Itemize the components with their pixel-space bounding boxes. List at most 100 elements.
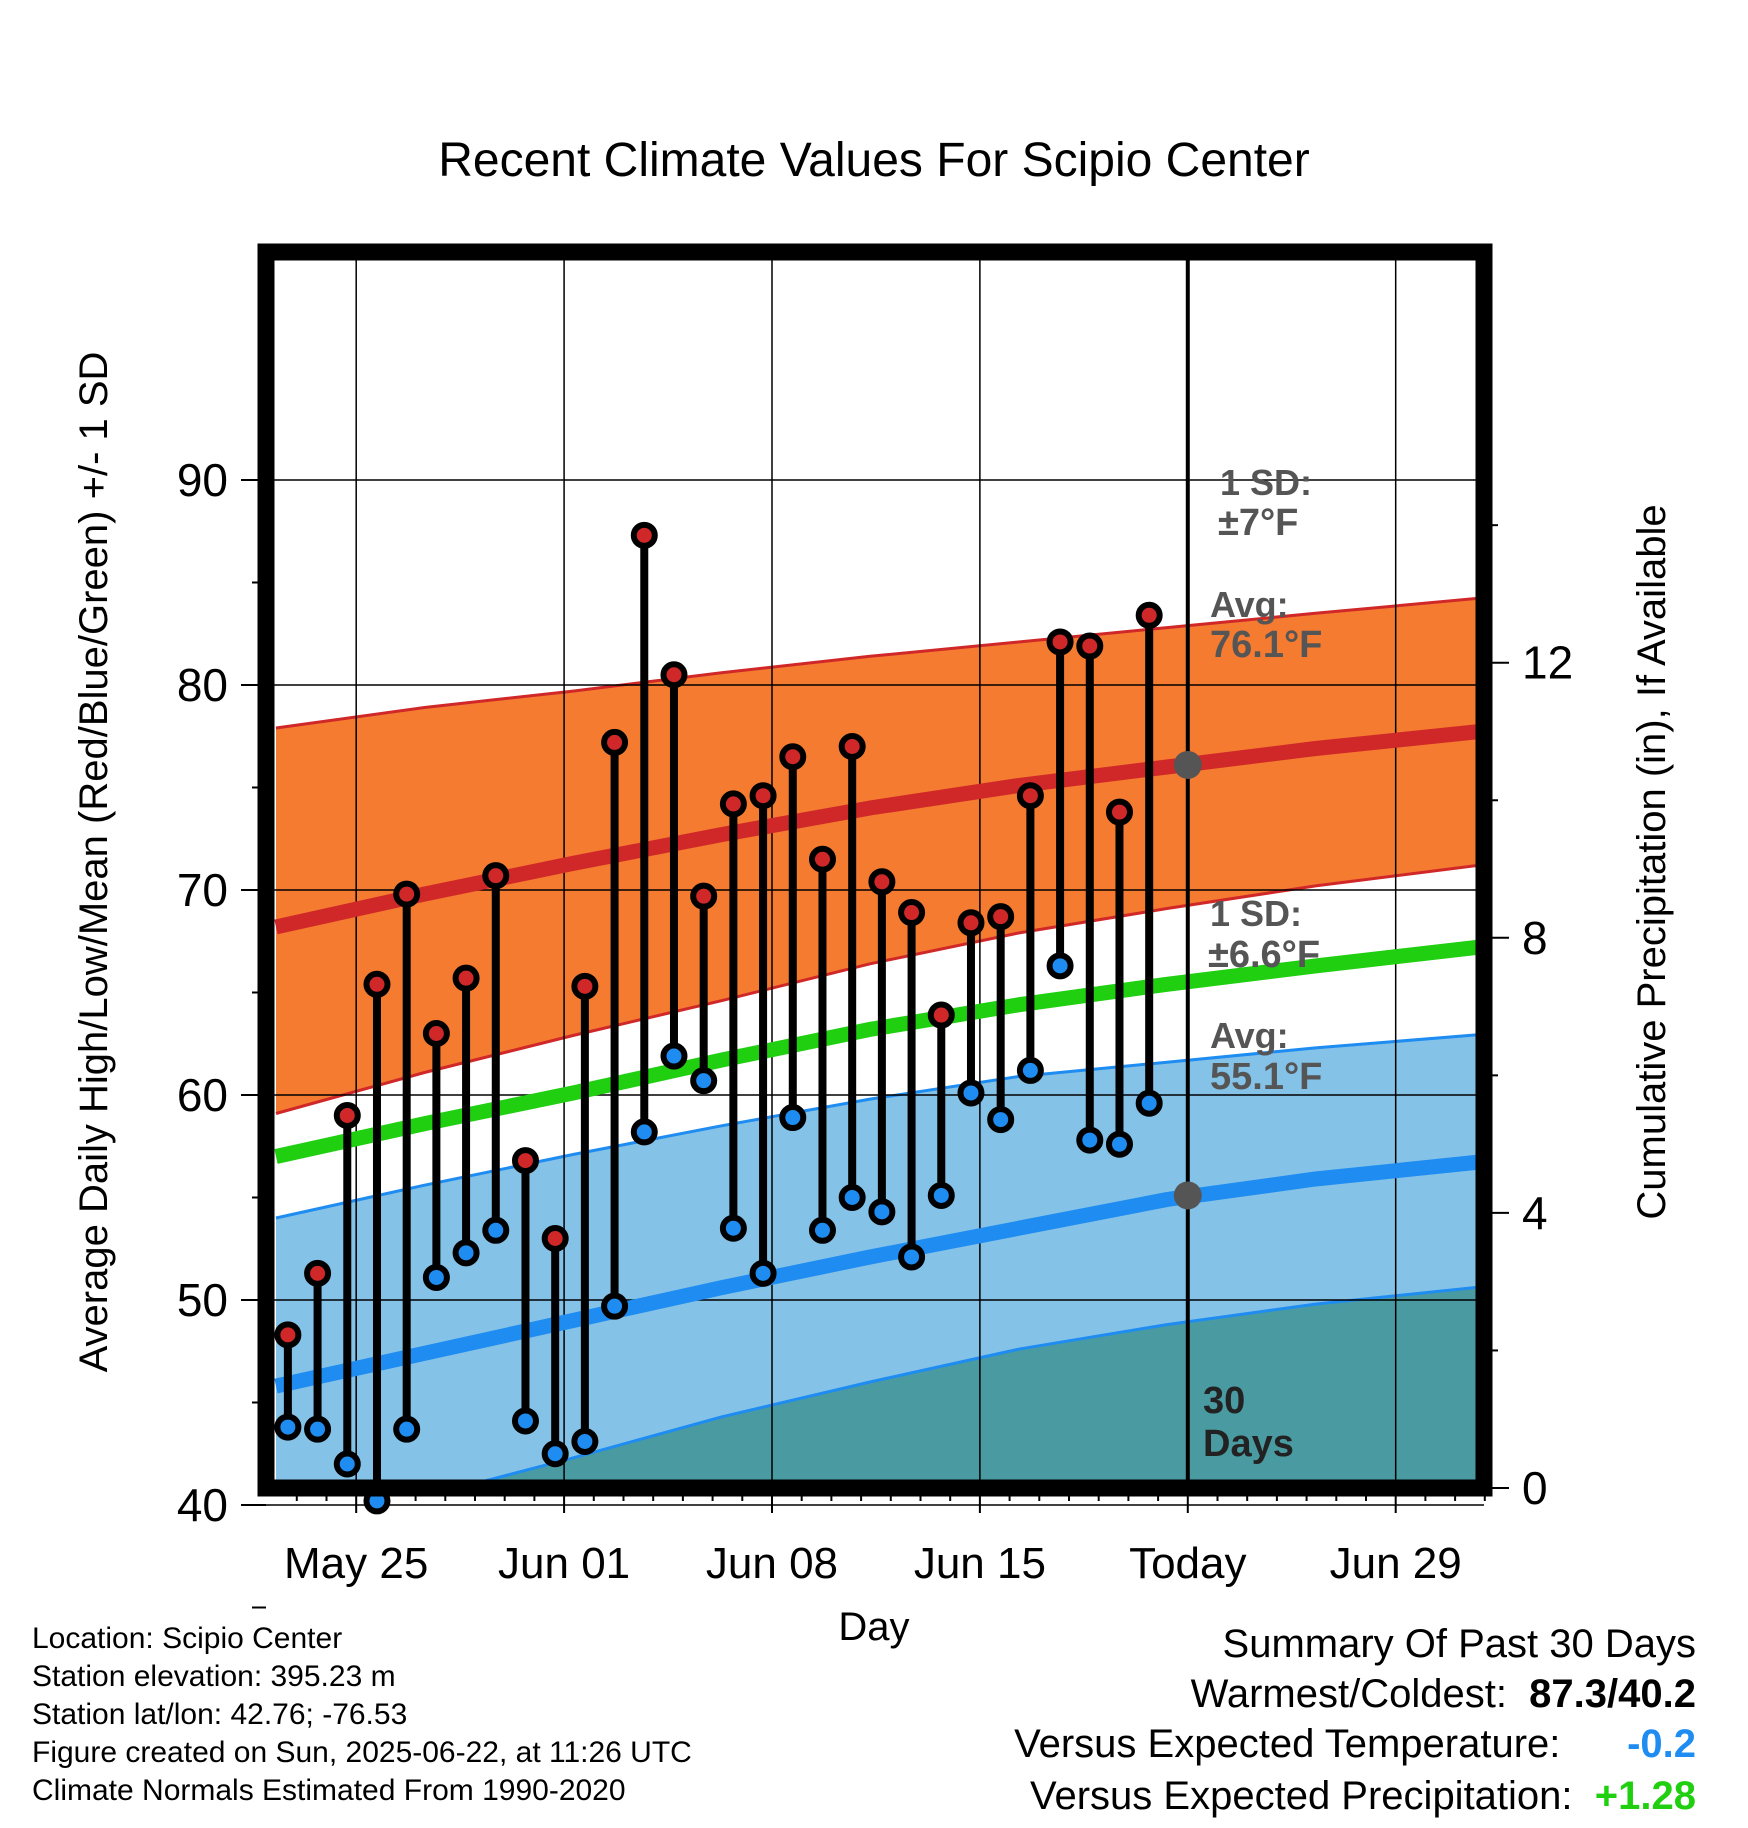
x-tick-label: Jun 01: [498, 1539, 630, 1588]
observations-layer: [274, 521, 1163, 1515]
daily-high-point: [1046, 628, 1074, 656]
y2-axis-label: Cumulative Precipitation (in), If Availa…: [1630, 504, 1674, 1219]
today-low-avg-dot: [1173, 1181, 1202, 1210]
x-tick-label: Today: [1129, 1539, 1246, 1588]
daily-high-point: [541, 1225, 569, 1252]
daily-low-point: [422, 1263, 450, 1291]
daily-high-point: [868, 868, 896, 896]
daily-high-point: [630, 521, 658, 549]
daily-high-point: [1105, 798, 1133, 826]
daily-low-point: [541, 1440, 569, 1468]
low-sd-value: ±6.6°F: [1208, 934, 1320, 976]
daily-high-point: [660, 661, 688, 689]
low-sd-label: 1 SD:: [1210, 893, 1302, 934]
x-axis-label: Day: [838, 1605, 909, 1649]
high-sd-upper-edge: [275, 596, 1484, 730]
y2-tick-label: 0: [1522, 1462, 1548, 1514]
daily-high-point: [808, 845, 836, 873]
daily-low-point: [749, 1259, 777, 1287]
today-high-avg-dot: [1173, 750, 1202, 779]
created-text: Figure created on Sun, 2025-06-22, at 11…: [32, 1736, 692, 1769]
daily-low-point: [601, 1292, 629, 1320]
x-tick-label: Jun 15: [914, 1539, 1046, 1588]
plot-frame: [257, 243, 1493, 1497]
y-axis-label: Average Daily High/Low/Mean (Red/Blue/Gr…: [72, 352, 116, 1373]
daily-low-point: [808, 1216, 836, 1244]
daily-high-point: [898, 899, 926, 927]
daily-low-point: [868, 1198, 896, 1226]
high-avg-value: 76.1°F: [1210, 624, 1322, 666]
low-sd-upper-edge: [275, 1032, 1484, 1220]
daily-low-point: [452, 1239, 480, 1267]
x-tick-label: May 25: [284, 1539, 428, 1588]
daily-low-point: [333, 1450, 361, 1478]
chart-title: Recent Climate Values For Scipio Center: [438, 134, 1309, 187]
precip-value: +1.28: [1594, 1774, 1696, 1818]
y2-tick-label: 12: [1522, 637, 1573, 689]
normals-text: Climate Normals Estimated From 1990-2020: [32, 1774, 626, 1807]
temp-label: Versus Expected Temperature:: [1014, 1722, 1561, 1766]
warmest-value: 87.3/40.2: [1529, 1672, 1696, 1716]
daily-low-point: [838, 1184, 866, 1211]
avg-low-line: [274, 1154, 1484, 1394]
daily-high-point: [363, 970, 391, 998]
daily-low-point: [571, 1427, 599, 1455]
today-count-label: 30: [1203, 1380, 1245, 1422]
today-marker-layer: [1173, 252, 1202, 1488]
warmest-label: Warmest/Coldest:: [1190, 1672, 1507, 1716]
temp-value: -0.2: [1627, 1722, 1696, 1766]
today-days-label: Days: [1203, 1423, 1294, 1465]
daily-high-point: [422, 1020, 450, 1047]
y2-tick-label: 8: [1522, 912, 1548, 964]
daily-high-point: [927, 1001, 955, 1029]
daily-high-point: [393, 880, 421, 908]
y-tick-label: 90: [177, 454, 228, 506]
daily-high-point: [779, 743, 807, 771]
latlon-text: Station lat/lon: 42.76; -76.53: [32, 1698, 408, 1731]
daily-high-point: [838, 733, 866, 760]
elevation-text: Station elevation: 395.23 m: [32, 1660, 396, 1693]
axes-layer: [241, 479, 1509, 1609]
x-tick-label: Jun 29: [1330, 1539, 1462, 1588]
daily-low-point: [987, 1106, 1015, 1134]
summary-temp-row: Versus Expected Temperature: -0.2: [1014, 1722, 1696, 1767]
y-tick-label: 40: [177, 1479, 228, 1531]
avg-high-line: [274, 723, 1484, 935]
avg-mean-line: [274, 938, 1484, 1164]
daily-high-point: [719, 790, 747, 818]
daily-high-point: [601, 728, 629, 756]
summary-title: Summary Of Past 30 Days: [1223, 1622, 1696, 1667]
station-info: Location: Scipio Center Station elevatio…: [32, 1620, 692, 1810]
daily-high-point: [1016, 782, 1044, 810]
plot-frame-layer: [257, 243, 1493, 1497]
high-sd-lower-edge: [275, 863, 1484, 1115]
daily-high-point: [482, 862, 510, 890]
daily-high-point: [304, 1259, 332, 1287]
daily-low-point: [1016, 1056, 1044, 1084]
daily-low-point: [1105, 1130, 1133, 1158]
daily-high-point: [1076, 632, 1104, 660]
summary-title-text: Summary Of Past 30 Days: [1222, 1622, 1696, 1666]
daily-low-point: [927, 1181, 955, 1209]
y-tick-label: 70: [177, 864, 228, 916]
x-tick-label: Jun 08: [706, 1539, 838, 1588]
daily-high-point: [749, 782, 777, 810]
daily-high-point: [511, 1147, 539, 1175]
daily-high-point: [571, 972, 599, 1000]
high-sd-label: 1 SD:: [1220, 462, 1312, 503]
daily-high-point: [333, 1102, 361, 1129]
normal-lines-layer: [274, 723, 1484, 1394]
daily-low-point: [779, 1104, 807, 1132]
summary-warmest-row: Warmest/Coldest: 87.3/40.2: [1191, 1672, 1696, 1717]
daily-high-point: [274, 1321, 302, 1349]
daily-low-point: [719, 1214, 747, 1242]
high-sd-value: ±7°F: [1218, 502, 1298, 544]
high-avg-label: Avg:: [1210, 584, 1289, 625]
precip-label: Versus Expected Precipitation:: [1030, 1774, 1573, 1818]
daily-high-point: [1135, 601, 1163, 629]
daily-low-point: [1135, 1089, 1163, 1117]
daily-low-point: [957, 1079, 985, 1107]
daily-low-point: [304, 1415, 332, 1443]
daily-low-point: [690, 1067, 718, 1095]
